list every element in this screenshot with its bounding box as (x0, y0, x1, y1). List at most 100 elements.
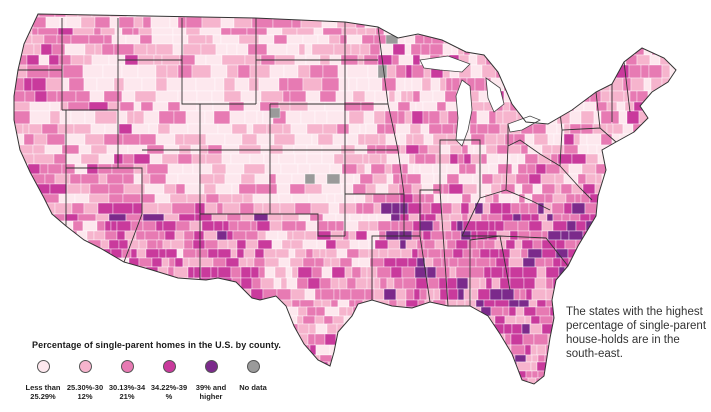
county-cell (34, 90, 48, 103)
county-cell (83, 202, 99, 215)
county-cell (373, 306, 389, 317)
county-cell (142, 315, 155, 325)
county-cell (306, 144, 323, 155)
county-cell (234, 299, 244, 308)
county-cell (86, 230, 95, 241)
county-cell (534, 257, 546, 268)
county-cell (577, 277, 586, 290)
county-cell (541, 230, 549, 241)
county-cell (177, 64, 193, 79)
county-cell (417, 354, 432, 363)
county-cell (604, 14, 618, 18)
county-cell (328, 202, 340, 215)
county-cell (161, 153, 179, 165)
county-cell (401, 377, 415, 384)
county-cell (185, 110, 206, 125)
county-cell (463, 153, 472, 165)
county-cell (417, 370, 431, 379)
county-cell (379, 43, 394, 56)
county-cell (204, 202, 218, 215)
county-cell (88, 266, 104, 279)
county-cell (266, 306, 280, 317)
county-cell (377, 220, 392, 232)
county-cell (637, 163, 652, 175)
county-cell (362, 202, 375, 215)
county-cell (230, 248, 238, 259)
county-cell (216, 299, 229, 308)
county-cell (492, 193, 500, 204)
county-cell (86, 306, 98, 317)
county-cell (491, 277, 501, 290)
county-cell (612, 123, 624, 135)
county-cell (282, 90, 291, 103)
county-cell (646, 27, 659, 36)
county-cell (307, 101, 326, 112)
county-cell (545, 64, 555, 79)
county-cell (619, 193, 627, 204)
county-cell (144, 230, 160, 241)
county-cell (487, 123, 501, 135)
county-cell (225, 163, 245, 175)
county-cell (41, 230, 50, 241)
county-cell (205, 34, 214, 45)
county-cell (349, 354, 359, 363)
county-cell (228, 220, 239, 232)
county-cell (435, 14, 451, 18)
county-cell (672, 110, 676, 125)
county-cell (637, 144, 646, 155)
county-cell (528, 202, 539, 215)
county-cell (118, 239, 129, 250)
county-cell (400, 14, 410, 18)
county-cell (204, 239, 219, 250)
county-cell (409, 101, 417, 112)
county-cell (230, 266, 242, 279)
county-cell (414, 34, 425, 45)
county-cell (348, 110, 365, 125)
county-cell (211, 163, 227, 175)
county-cell (595, 213, 607, 222)
county-cell (562, 14, 571, 18)
county-cell (611, 266, 626, 279)
county-cell (501, 213, 514, 222)
county-cell (655, 90, 671, 103)
county-cell (517, 153, 526, 165)
county-cell (422, 110, 430, 125)
county-cell (257, 230, 267, 241)
county-cell (403, 370, 419, 379)
county-cell (514, 239, 523, 250)
county-cell (243, 163, 266, 175)
county-cell (10, 389, 19, 398)
county-cell (231, 193, 244, 204)
county-cell (446, 16, 462, 29)
county-cell (341, 163, 358, 175)
county-cell (331, 266, 346, 279)
county-cell (14, 27, 21, 36)
county-cell (498, 361, 511, 372)
county-cell (314, 315, 325, 325)
county-cell (577, 77, 589, 92)
county-cell (548, 27, 556, 36)
county-cell (618, 54, 627, 66)
county-cell (286, 43, 300, 56)
county-cell (439, 220, 452, 232)
county-cell (595, 163, 607, 175)
county-cell (343, 193, 356, 204)
county-cell (278, 306, 290, 317)
county-cell (533, 133, 549, 146)
county-cell (424, 193, 435, 204)
county-cell (503, 389, 516, 398)
county-cell (423, 133, 434, 146)
county-cell (515, 315, 526, 325)
county-cell (395, 257, 409, 268)
county-cell (415, 14, 431, 18)
county-cell (257, 239, 273, 250)
county-cell (203, 183, 217, 195)
county-cell (368, 248, 380, 259)
county-cell (370, 323, 380, 335)
county-cell (108, 183, 125, 195)
county-cell (275, 173, 293, 185)
county-cell (199, 27, 222, 36)
county-cell (573, 389, 582, 398)
county-cell (61, 144, 80, 155)
county-cell (426, 266, 437, 279)
